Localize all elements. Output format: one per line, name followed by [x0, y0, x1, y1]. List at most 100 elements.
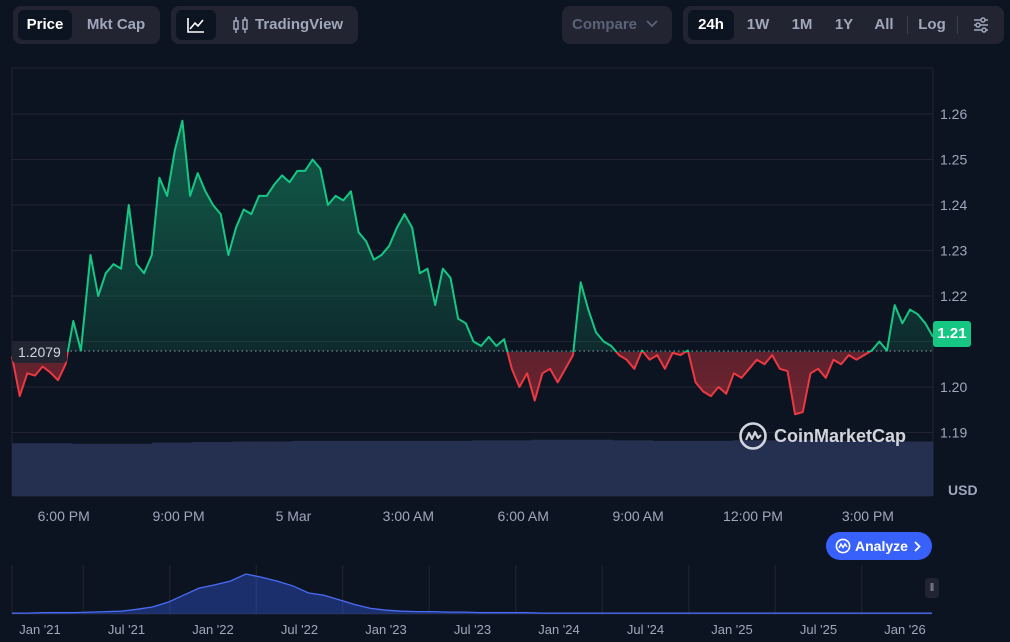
volume-bar — [352, 440, 373, 496]
volume-bar — [732, 440, 754, 496]
volume-bar — [632, 440, 653, 496]
price-chart[interactable]: 1.26 1.25 1.24 1.23 1.22 1.21 1.20 1.19 6:00 PM… — [0, 60, 1010, 530]
analyze-label: Analyze — [855, 538, 908, 554]
coinmarketcap-watermark: CoinMarketCap — [738, 420, 906, 452]
navigator-x-ticks: Jan '21 Jul '21 Jan '22 Jul '22 Jan '23 Jul '… — [19, 622, 926, 637]
volume-bar — [132, 443, 153, 496]
volume-bar — [412, 440, 433, 496]
coinmarketcap-logo-icon — [739, 422, 767, 450]
navigator-tick-label: Jan '25 — [711, 622, 753, 637]
volume-bar — [612, 440, 633, 496]
volume-bar — [572, 439, 593, 496]
range-all[interactable]: All — [874, 16, 894, 33]
analyze-logo-icon — [835, 538, 851, 554]
volume-bar — [472, 440, 493, 496]
volume-bar — [852, 440, 874, 496]
y-tick-label: 1.26 — [940, 106, 967, 122]
candlestick-icon — [233, 17, 248, 34]
x-tick-label: 6:00 PM — [38, 508, 90, 524]
volume-bar — [232, 441, 253, 496]
x-tick-label: 3:00 PM — [842, 508, 894, 524]
range-1m[interactable]: 1M — [791, 16, 813, 33]
chart-mode-toggle: TradingView — [171, 6, 358, 44]
volume-bar — [512, 440, 533, 496]
area-below-reference — [12, 352, 870, 415]
toolbar-divider — [907, 16, 908, 34]
volume-bar — [792, 439, 814, 496]
volume-bar — [152, 442, 173, 496]
x-tick-label: 9:00 PM — [153, 508, 205, 524]
x-axis-ticks: 6:00 PM 9:00 PM 5 Mar 3:00 AM 6:00 AM 9:00 AM… — [38, 508, 894, 524]
price-area — [12, 120, 933, 415]
volume-bar — [72, 443, 93, 496]
log-toggle[interactable]: Log — [918, 16, 946, 33]
metric-toggle: Price Mkt Cap — [13, 6, 160, 44]
volume-bar — [652, 440, 674, 496]
volume-bar — [832, 440, 854, 496]
volume-bar — [872, 441, 894, 496]
tradingview-label: TradingView — [255, 16, 344, 33]
volume-bar — [32, 443, 53, 496]
navigator-gridlines — [11, 565, 932, 615]
x-tick-label: 3:00 AM — [383, 508, 434, 524]
tab-price[interactable]: Price — [18, 10, 72, 40]
volume-bar — [92, 443, 113, 496]
volume-bar — [212, 442, 233, 496]
volume-bar — [772, 440, 794, 496]
volume-bar — [192, 442, 213, 496]
volume-bar — [12, 443, 33, 496]
x-tick-label: 5 Mar — [276, 508, 312, 524]
volume-bar — [272, 441, 293, 496]
navigator-drag-handle[interactable]: ‖ — [925, 578, 939, 598]
volume-bar — [392, 440, 413, 496]
sliders-icon — [974, 17, 988, 33]
volume-bar — [452, 440, 473, 496]
range-1w[interactable]: 1W — [746, 16, 770, 33]
volume-bar — [692, 440, 714, 496]
compare-label: Compare — [572, 16, 638, 33]
y-tick-label: 1.23 — [940, 243, 967, 259]
current-price-badge: 1.21 — [933, 321, 971, 347]
line-chart-button[interactable] — [176, 10, 216, 40]
volume-bar — [552, 439, 573, 496]
y-axis-ticks: 1.261.251.241.231.221.211.201.19 — [940, 106, 967, 441]
volume-bar — [592, 439, 613, 496]
volume-bar — [332, 440, 353, 496]
y-tick-label: 1.20 — [940, 379, 967, 395]
x-tick-label: 9:00 AM — [612, 508, 663, 524]
volume-bar — [112, 443, 133, 496]
navigator-tick-label: Jan '21 — [19, 622, 61, 637]
range-1y[interactable]: 1Y — [834, 16, 854, 33]
x-tick-label: 12:00 PM — [723, 508, 783, 524]
navigator-tick-label: Jan '23 — [365, 622, 407, 637]
navigator-tick-label: Jul '21 — [108, 622, 145, 637]
range-navigator[interactable]: Jan '21 Jul '21 Jan '22 Jul '22 Jan '23 Jul '… — [0, 560, 1010, 642]
y-tick-label: 1.25 — [940, 152, 967, 168]
range-24h[interactable]: 24h — [688, 10, 734, 40]
volume-bar — [532, 439, 553, 496]
reference-price-label: 1.2079 — [12, 341, 67, 363]
navigator-tick-label: Jan '26 — [884, 622, 926, 637]
y-tick-label: 1.24 — [940, 197, 967, 213]
analyze-button[interactable]: Analyze — [826, 532, 932, 560]
y-tick-label: 1.19 — [940, 425, 967, 441]
chart-toolbar: Price Mkt Cap TradingView Compare — [0, 0, 1010, 50]
navigator-line — [12, 573, 932, 614]
volume-bar — [712, 440, 734, 496]
volume-bar — [492, 440, 513, 496]
navigator-fill — [12, 574, 932, 614]
compare-dropdown[interactable]: Compare — [562, 6, 672, 44]
volume-bar — [812, 440, 834, 496]
line-chart-icon — [187, 18, 204, 33]
currency-label: USD — [948, 482, 978, 498]
watermark-text: CoinMarketCap — [774, 425, 907, 446]
chart-settings-button[interactable] — [964, 10, 998, 40]
volume-bar — [292, 440, 313, 496]
x-tick-label: 6:00 AM — [498, 508, 549, 524]
volume-bar — [252, 441, 273, 496]
navigator-tick-label: Jul '24 — [627, 622, 664, 637]
price-line — [11, 119, 934, 416]
chevron-down-icon — [646, 20, 658, 28]
tab-mkt-cap[interactable]: Mkt Cap — [86, 16, 146, 33]
tradingview-button[interactable]: TradingView — [223, 10, 353, 40]
